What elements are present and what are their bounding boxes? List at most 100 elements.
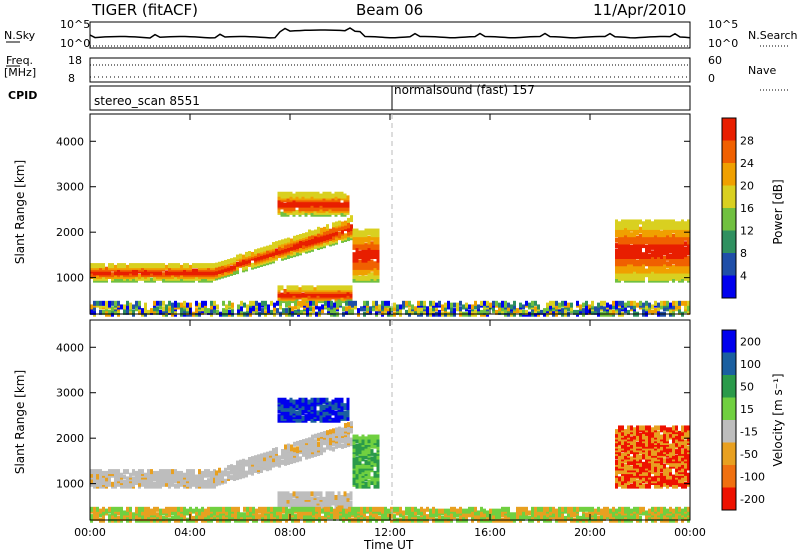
velocity-cell [367,480,371,485]
power-cell [657,252,660,258]
power-cell [210,263,213,269]
power-cell [141,263,144,269]
power-cell [312,306,315,312]
velocity-cell [331,399,335,405]
velocity-cell [281,449,284,454]
power-cell [258,302,261,308]
power-cell [195,275,198,281]
power-cell [304,211,308,217]
power-cell [660,219,663,225]
velocity-cell [618,463,621,469]
velocity-cell [317,441,320,447]
power-cell [624,246,627,252]
power-cell [630,275,633,281]
power-cell [286,206,290,212]
power-cell [663,300,666,306]
velocity-cell [135,506,138,512]
power-cell [624,219,627,225]
velocity-cell [660,478,663,484]
power-cell [534,306,537,312]
power-cell [376,244,380,250]
velocity-cell [252,506,255,512]
power-cell [276,300,279,306]
power-cell [663,255,666,261]
power-cell [367,243,371,249]
velocity-cell [621,443,624,449]
velocity-cell [168,506,171,512]
velocity-cell [648,430,651,436]
velocity-cell [624,472,627,478]
power-cell [645,261,648,267]
power-cell [325,209,329,215]
velocity-cell [156,470,159,476]
power-cell [222,300,225,306]
velocity-cell [242,471,245,477]
velocity-cell [304,397,308,403]
power-cell [375,309,378,315]
velocity-cell [361,434,365,440]
power-cell [144,302,147,308]
power-cell [615,277,618,283]
power-cell [340,211,344,217]
velocity-cell [213,469,216,475]
velocity-cell [657,480,660,485]
power-cell [474,300,477,306]
power-cell [285,302,288,308]
power-cell [355,232,359,238]
velocity-cell [654,483,657,489]
velocity-cell [320,431,323,437]
velocity-cell [633,458,636,464]
velocity-cell [267,506,270,512]
power-cell [663,306,666,312]
power-cell [504,308,507,314]
power-cell [355,250,359,256]
velocity-cell [276,506,279,512]
velocity-cell [660,425,663,431]
velocity-cell [317,432,320,438]
power-cell [346,294,350,300]
power-cell [162,309,165,315]
velocity-cell [204,480,207,485]
power-cell [266,249,269,255]
velocity-cell [219,506,222,512]
velocity-cell [354,506,357,512]
power-cell [654,239,657,245]
velocity-cell [373,438,377,444]
velocity-cell [221,470,224,476]
power-heatmap [90,191,690,317]
power-cell [576,309,579,315]
power-cell [684,241,687,247]
freq-tick-low: 8 [68,72,75,85]
power-cell [225,304,228,310]
power-cell [305,232,308,238]
velocity-cell [257,454,260,460]
velocity-cell [260,453,263,459]
velocity-cell [636,456,639,462]
power-cell [642,221,645,227]
power-cell [245,251,248,257]
power-cell [252,300,255,306]
velocity-cell [621,483,624,489]
velocity-cell [296,440,299,446]
nsky-label: N.Sky [4,29,36,42]
power-cell [288,300,291,306]
velocity-cell [361,454,365,460]
velocity-cell [666,432,669,438]
velocity-cell [304,495,308,500]
velocity-cell [233,472,236,478]
velocity-cell [263,452,266,458]
velocity-cell [678,430,681,436]
power-cell [603,300,606,306]
power-cell [159,270,162,276]
velocity-cell [159,469,162,475]
velocity-cell [672,425,675,431]
velocity-cell [325,403,329,409]
power-cell [672,219,675,225]
velocity-cell [210,483,213,489]
velocity-cell [645,460,648,465]
velocity-cell [618,447,621,453]
power-cell [272,251,275,257]
velocity-cell [299,443,302,449]
power-cell [286,285,290,291]
power-cell [657,309,660,315]
